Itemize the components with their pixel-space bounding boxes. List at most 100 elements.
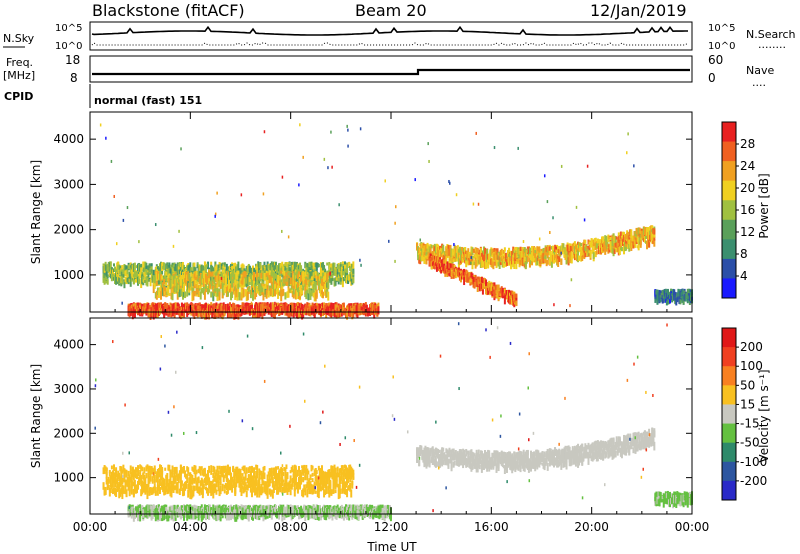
heatmap-cell bbox=[231, 272, 234, 281]
heatmap-cell bbox=[229, 286, 232, 293]
heatmap-cell bbox=[294, 290, 297, 300]
heatmap-cell bbox=[127, 305, 130, 309]
heatmap-cell bbox=[231, 303, 234, 308]
heatmap-cell bbox=[557, 258, 560, 267]
heatmap-cell bbox=[533, 255, 536, 263]
heatmap-cell bbox=[561, 245, 564, 255]
heatmap-cell bbox=[471, 255, 474, 260]
heatmap-speck bbox=[262, 192, 265, 196]
heatmap-cell bbox=[316, 262, 319, 268]
heatmap-cell bbox=[440, 251, 443, 258]
heatmap-cell bbox=[153, 280, 156, 289]
colorbar-segment bbox=[722, 161, 736, 182]
heatmap-cell bbox=[242, 288, 245, 298]
heatmap-cell bbox=[502, 249, 505, 254]
heatmap-cell bbox=[265, 302, 268, 306]
heatmap-cell bbox=[148, 265, 151, 273]
heatmap-cell bbox=[199, 267, 202, 274]
heatmap-cell bbox=[464, 252, 467, 260]
heatmap-cell bbox=[231, 291, 234, 298]
heatmap-cell bbox=[346, 262, 349, 267]
heatmap-cell bbox=[195, 271, 198, 277]
heatmap-cell bbox=[340, 269, 343, 278]
heatmap-cell bbox=[160, 261, 163, 267]
heatmap-cell bbox=[185, 268, 188, 273]
heatmap-cell bbox=[243, 306, 246, 315]
heatmap-cell bbox=[457, 253, 460, 257]
heatmap-cell bbox=[614, 242, 617, 248]
heatmap-cell bbox=[188, 292, 191, 296]
heatmap-cell bbox=[680, 290, 683, 297]
heatmap-cell bbox=[612, 233, 615, 237]
heatmap-cell bbox=[635, 227, 638, 235]
heatmap-cell bbox=[496, 284, 499, 294]
heatmap-cell bbox=[165, 277, 168, 282]
heatmap-cell bbox=[669, 297, 672, 304]
heatmap-cell bbox=[250, 281, 253, 290]
heatmap-cell bbox=[187, 281, 190, 290]
heatmap-cell bbox=[150, 263, 153, 271]
heatmap-cell bbox=[509, 257, 512, 265]
heatmap-cell bbox=[503, 293, 506, 298]
heatmap-speck bbox=[517, 146, 519, 150]
heatmap-cell bbox=[479, 284, 482, 292]
heatmap-cell bbox=[590, 238, 593, 243]
heatmap-cell bbox=[189, 262, 192, 269]
heatmap-cell bbox=[250, 276, 253, 285]
heatmap-cell bbox=[185, 279, 188, 284]
heatmap-cell bbox=[215, 302, 218, 308]
heatmap-cell bbox=[317, 263, 320, 268]
heatmap-cell bbox=[169, 302, 172, 309]
heatmap-cell bbox=[683, 290, 686, 294]
heatmap-cell bbox=[207, 310, 210, 318]
heatmap-cell bbox=[199, 273, 202, 279]
heatmap-speck bbox=[543, 174, 546, 178]
heatmap-cell bbox=[276, 269, 279, 278]
heatmap-cell bbox=[231, 280, 234, 288]
heatmap-cell bbox=[330, 268, 333, 276]
heatmap-speck bbox=[359, 258, 361, 262]
heatmap-cell bbox=[545, 259, 548, 267]
heatmap-cell bbox=[584, 247, 587, 251]
heatmap-cell bbox=[129, 262, 132, 267]
heatmap-cell bbox=[258, 262, 261, 271]
heatmap-cell bbox=[212, 267, 215, 276]
heatmap-cell bbox=[613, 245, 616, 255]
heatmap-speck bbox=[546, 200, 549, 204]
heatmap-cell bbox=[497, 253, 500, 258]
heatmap-cell bbox=[180, 288, 183, 296]
heatmap-cell bbox=[294, 286, 297, 293]
heatmap-cell bbox=[126, 277, 129, 282]
heatmap-cell bbox=[241, 307, 244, 315]
heatmap-cell bbox=[325, 291, 328, 298]
heatmap-cell bbox=[187, 276, 190, 286]
heatmap-cell bbox=[646, 227, 649, 236]
heatmap-cell bbox=[183, 273, 186, 280]
heatmap-cell bbox=[124, 265, 127, 273]
heatmap-cell bbox=[616, 243, 619, 252]
heatmap-cell bbox=[150, 303, 153, 311]
heatmap-cell bbox=[434, 255, 437, 262]
heatmap-cell bbox=[482, 254, 485, 262]
heatmap-cell bbox=[674, 295, 677, 301]
heatmap-cell bbox=[461, 272, 464, 277]
heatmap-cell bbox=[307, 292, 310, 301]
heatmap-cell bbox=[266, 275, 269, 280]
heatmap-cell bbox=[150, 271, 153, 280]
heatmap-cell bbox=[566, 249, 569, 256]
heatmap-cell bbox=[628, 235, 631, 240]
heatmap-cell bbox=[253, 310, 256, 316]
heatmap-cell bbox=[625, 233, 628, 239]
heatmap-cell bbox=[331, 277, 334, 282]
heatmap-cell bbox=[310, 306, 313, 312]
heatmap-cell bbox=[607, 235, 610, 243]
heatmap-cell bbox=[465, 256, 468, 264]
heatmap-cell bbox=[332, 264, 335, 270]
heatmap-cell bbox=[197, 274, 200, 283]
heatmap-cell bbox=[235, 310, 238, 320]
heatmap-cell bbox=[342, 302, 345, 308]
heatmap-cell bbox=[604, 240, 607, 245]
heatmap-cell bbox=[168, 464, 171, 472]
heatmap-cell bbox=[142, 473, 145, 480]
heatmap-cell bbox=[247, 263, 250, 273]
